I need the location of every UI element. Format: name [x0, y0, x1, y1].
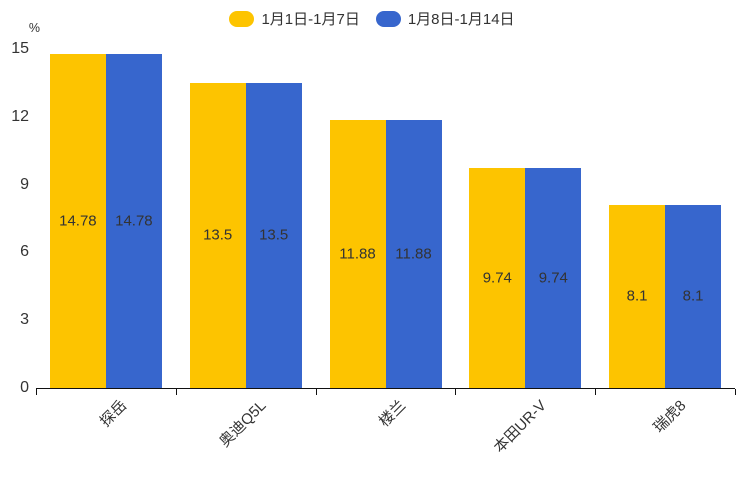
- bar-series2-cat2[interactable]: 13.5: [245, 82, 302, 388]
- x-axis-tick: [36, 389, 37, 395]
- y-axis-tick-label: 0: [20, 379, 29, 396]
- legend: 1月1日-1月7日 1月8日-1月14日: [0, 8, 744, 29]
- bar-series2-cat1[interactable]: 14.78: [105, 53, 162, 388]
- bar-series1-cat4[interactable]: 9.74: [469, 167, 526, 388]
- legend-item-series1[interactable]: 1月1日-1月7日: [229, 8, 360, 29]
- bar-series2-cat5[interactable]: 8.1: [665, 204, 722, 388]
- x-axis-tick: [315, 389, 317, 395]
- bar-value-label: 8.1: [682, 287, 704, 305]
- y-axis-tick-label: 12: [11, 107, 29, 125]
- bar-value-label: 8.1: [626, 287, 648, 305]
- x-axis-tick: [595, 389, 597, 395]
- legend-item-series2[interactable]: 1月8日-1月14日: [375, 8, 515, 29]
- x-axis-label: 楼兰: [376, 397, 410, 431]
- y-axis-unit-label: %: [28, 21, 40, 35]
- x-axis-tick: [455, 389, 457, 395]
- legend-swatch-icon: [229, 10, 255, 27]
- x-axis-tick: [735, 389, 736, 395]
- x-axis-label: 瑞虎8: [650, 397, 690, 437]
- bar-value-label: 11.88: [395, 245, 432, 263]
- y-axis-tick-label: 15: [11, 40, 29, 57]
- x-axis-line: [36, 388, 735, 389]
- bar-series1-cat3[interactable]: 11.88: [329, 119, 386, 388]
- y-axis-tick-label: 3: [20, 311, 29, 329]
- x-axis-label: 探岳: [96, 397, 131, 431]
- x-axis-label: 本田UR-V: [490, 397, 550, 457]
- bar-value-label: 14.78: [115, 212, 153, 230]
- bar-series1-cat1[interactable]: 14.78: [49, 53, 106, 388]
- bar-series2-cat4[interactable]: 9.74: [525, 167, 582, 388]
- bar-value-label: 9.74: [538, 269, 568, 287]
- y-axis-tick-label: 9: [20, 175, 29, 193]
- bar-value-label: 11.88: [339, 245, 376, 263]
- bar-value-label: 9.74: [482, 269, 512, 287]
- x-axis-tick: [175, 389, 177, 395]
- legend-series2-label: 1月8日-1月14日: [407, 11, 515, 28]
- bar-series1-cat5[interactable]: 8.1: [609, 204, 666, 388]
- bar-value-label: 13.5: [203, 226, 233, 244]
- legend-swatch-icon: [375, 10, 401, 27]
- bar-series1-cat2[interactable]: 13.5: [189, 82, 246, 388]
- bar-value-label: 13.5: [259, 226, 289, 244]
- bar-series2-cat3[interactable]: 11.88: [385, 119, 442, 388]
- y-axis-tick-label: 6: [20, 243, 29, 261]
- bar-value-label: 14.78: [59, 212, 97, 230]
- x-axis-label: 奥迪Q5L: [216, 397, 270, 451]
- legend-series1-label: 1月1日-1月7日: [261, 11, 360, 28]
